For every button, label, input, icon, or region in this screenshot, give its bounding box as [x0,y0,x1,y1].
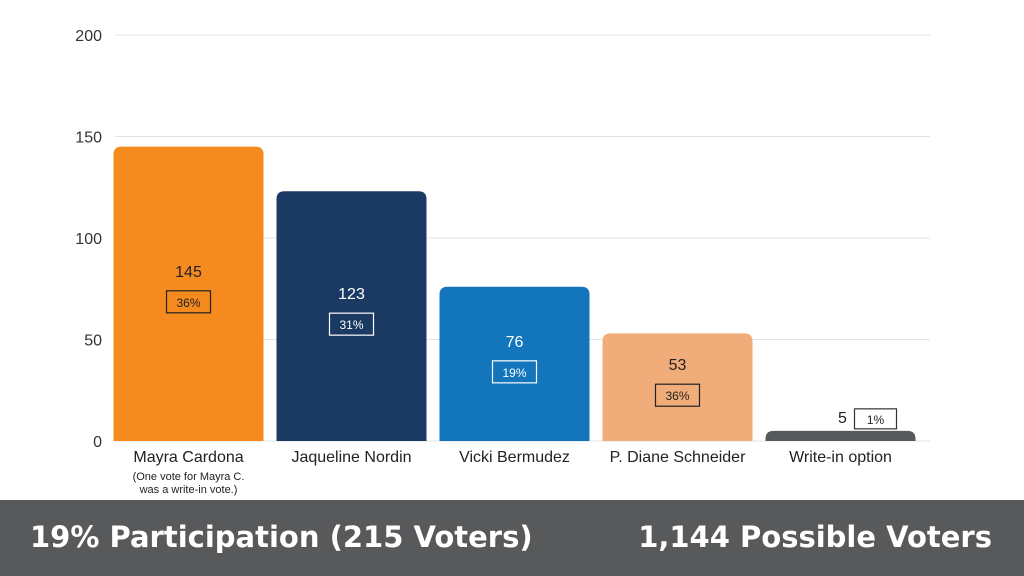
category-label: Mayra Cardona [133,449,243,466]
bar-value-label: 76 [506,334,524,351]
percent-box [491,360,538,384]
percent-box [328,312,375,336]
percent-box [853,408,898,430]
bar-percent-label: 19% [502,366,526,380]
category-label: Vicki Bermudez [459,449,570,466]
bar-value-label: 145 [175,264,202,281]
category-label: P. Diane Schneider [610,449,746,466]
category-label: Jaqueline Nordin [291,449,411,466]
percent-box [654,383,701,407]
category-note: (One vote for Mayra C. [133,471,245,483]
bar-value-label: 123 [338,286,365,303]
bar [113,146,264,441]
bar [765,430,916,441]
percent-box [165,290,212,314]
y-tick-label: 150 [75,130,102,147]
bar-percent-label: 31% [339,318,363,332]
bar-percent-label: 36% [176,296,200,310]
bar-value-label: 5 [838,410,847,427]
y-tick-label: 200 [75,28,102,45]
y-tick-label: 50 [84,333,102,350]
category-note: was a write-in vote.) [139,484,238,496]
bar-percent-label: 36% [665,389,689,403]
y-tick-label: 100 [75,231,102,248]
summary-footer: 19% Participation (215 Voters) 1,144 Pos… [0,500,1024,576]
participation-text: 19% Participation (215 Voters) [30,520,533,554]
bar [439,286,590,441]
bar [602,333,753,441]
bar-percent-label: 1% [867,413,885,427]
possible-voters-text: 1,144 Possible Voters [638,520,992,554]
category-label: Write-in option [789,449,892,466]
vote-bar-chart: 0 50 100 150 200 145 36% Mayra Cardona (One vote… [75,28,930,496]
bar [276,191,427,441]
y-tick-label: 0 [93,434,102,451]
bar-value-label: 53 [669,357,687,374]
